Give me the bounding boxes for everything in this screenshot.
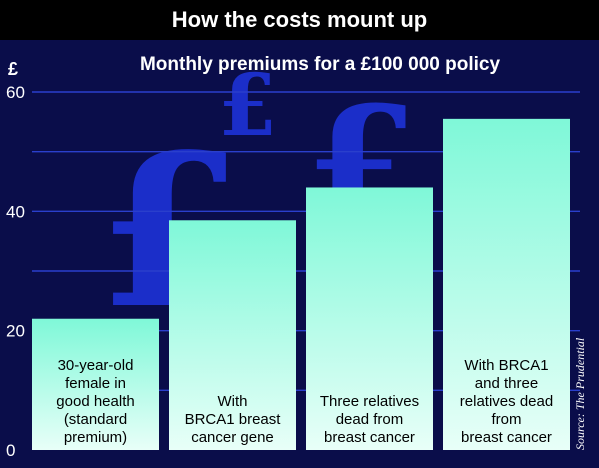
category-label: 30-year-old female in good health (standard… — [56, 357, 134, 446]
category-label-line: from — [492, 411, 522, 428]
y-axis-unit: £ — [8, 59, 18, 79]
y-tick-label: 20 — [6, 322, 25, 341]
category-label-line: breast cancer — [324, 429, 415, 446]
category-label-line: good health — [56, 393, 134, 410]
category-label-line: BRCA1 breast — [185, 411, 282, 428]
category-label-line: breast cancer — [461, 429, 552, 446]
page-title: How the costs mount up — [0, 0, 599, 40]
bar-chart: £ £ £ Monthly premiums for a £100 000 po… — [6, 54, 587, 460]
category-label-line: dead from — [336, 411, 404, 428]
y-tick-label: 60 — [6, 83, 25, 102]
bar-labels: 30-year-old female in good health (standard… — [56, 357, 553, 446]
category-label: With BRCA1 and three relatives dead from bre… — [460, 357, 553, 446]
category-label-line: With — [218, 393, 248, 410]
category-label-line: Three relatives — [320, 393, 419, 410]
y-tick-label: 40 — [6, 202, 25, 221]
category-label-line: 30-year-old — [58, 357, 134, 374]
category-label-line: (standard — [64, 411, 127, 428]
category-label-line: cancer gene — [191, 429, 274, 446]
category-label-line: female in — [65, 375, 126, 392]
bar — [32, 318, 159, 450]
category-label-line: With BRCA1 — [464, 357, 548, 374]
category-label-line: relatives dead — [460, 393, 553, 410]
chart-subtitle: Monthly premiums for a £100 000 policy — [140, 54, 500, 75]
plot-panel: £ £ £ Monthly premiums for a £100 000 po… — [0, 40, 599, 468]
category-label: With BRCA1 breast cancer gene — [185, 393, 282, 446]
pound-sign-icon: £ — [218, 56, 277, 156]
y-axis-ticks: 0 20 40 60 — [6, 83, 25, 460]
category-label: Three relatives dead from breast cancer — [320, 393, 419, 446]
bars — [32, 118, 570, 450]
bar — [306, 187, 433, 450]
category-label-line: premium) — [64, 429, 127, 446]
bar — [443, 118, 570, 450]
source-note: Source: The Prudential — [573, 337, 587, 450]
y-tick-label: 0 — [6, 441, 15, 460]
bar — [169, 220, 296, 450]
category-label-line: and three — [475, 375, 538, 392]
